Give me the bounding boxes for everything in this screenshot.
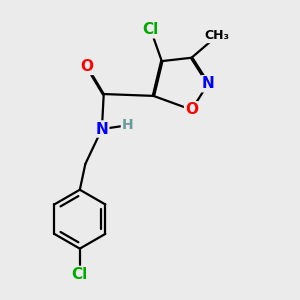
Text: Cl: Cl xyxy=(72,267,88,282)
Text: H: H xyxy=(122,118,134,132)
Text: N: N xyxy=(202,76,214,91)
Text: CH₃: CH₃ xyxy=(205,29,230,42)
Text: Cl: Cl xyxy=(142,22,159,37)
Text: O: O xyxy=(81,59,94,74)
Text: N: N xyxy=(95,122,108,136)
Text: O: O xyxy=(185,102,198,117)
